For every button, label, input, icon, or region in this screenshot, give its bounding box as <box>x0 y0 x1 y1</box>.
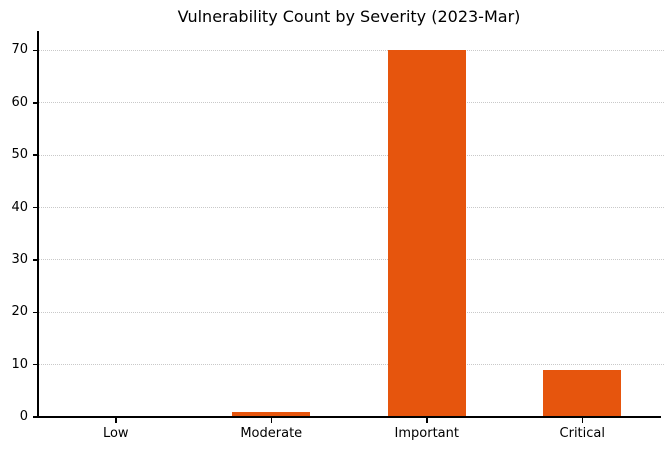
x-tick-mark <box>581 417 583 424</box>
y-tick-label: 20 <box>11 304 28 320</box>
y-tick-mark <box>32 206 38 209</box>
x-tick-label: Low <box>102 426 129 441</box>
gridline-70 <box>38 49 664 51</box>
gridline-20 <box>38 311 664 313</box>
chart-title: Vulnerability Count by Severity (2023-Ma… <box>177 7 521 26</box>
y-tick-mark <box>32 311 38 313</box>
x-tick-label: Moderate <box>240 426 303 441</box>
x-tick-label: Important <box>394 426 459 441</box>
y-axis-spine <box>37 31 39 418</box>
x-axis-spine <box>37 416 662 418</box>
y-tick-label: 40 <box>11 199 28 215</box>
y-tick-label: 60 <box>11 94 28 110</box>
x-tick-mark <box>115 417 117 424</box>
y-tick-mark <box>32 259 38 261</box>
y-tick-label: 30 <box>11 251 28 267</box>
y-tick-mark <box>32 49 38 52</box>
y-tick-label: 70 <box>11 42 28 58</box>
y-tick-mark <box>32 416 38 418</box>
y-tick-mark <box>32 102 38 104</box>
x-tick-mark <box>426 417 428 424</box>
y-tick-label: 0 <box>19 409 28 424</box>
gridline-50 <box>38 154 664 156</box>
bar-important <box>387 50 466 417</box>
y-tick-label: 50 <box>11 147 28 163</box>
bar-critical <box>543 369 622 417</box>
gridline-30 <box>38 259 664 261</box>
y-tick-mark <box>32 363 38 366</box>
y-tick-label: 10 <box>11 356 28 372</box>
gridline-60 <box>38 102 664 104</box>
gridline-40 <box>38 207 664 208</box>
bar-moderate <box>232 411 311 417</box>
gridline-10 <box>38 364 664 366</box>
x-tick-mark <box>270 417 272 424</box>
y-tick-mark <box>32 154 38 156</box>
x-tick-label: Critical <box>559 426 605 441</box>
